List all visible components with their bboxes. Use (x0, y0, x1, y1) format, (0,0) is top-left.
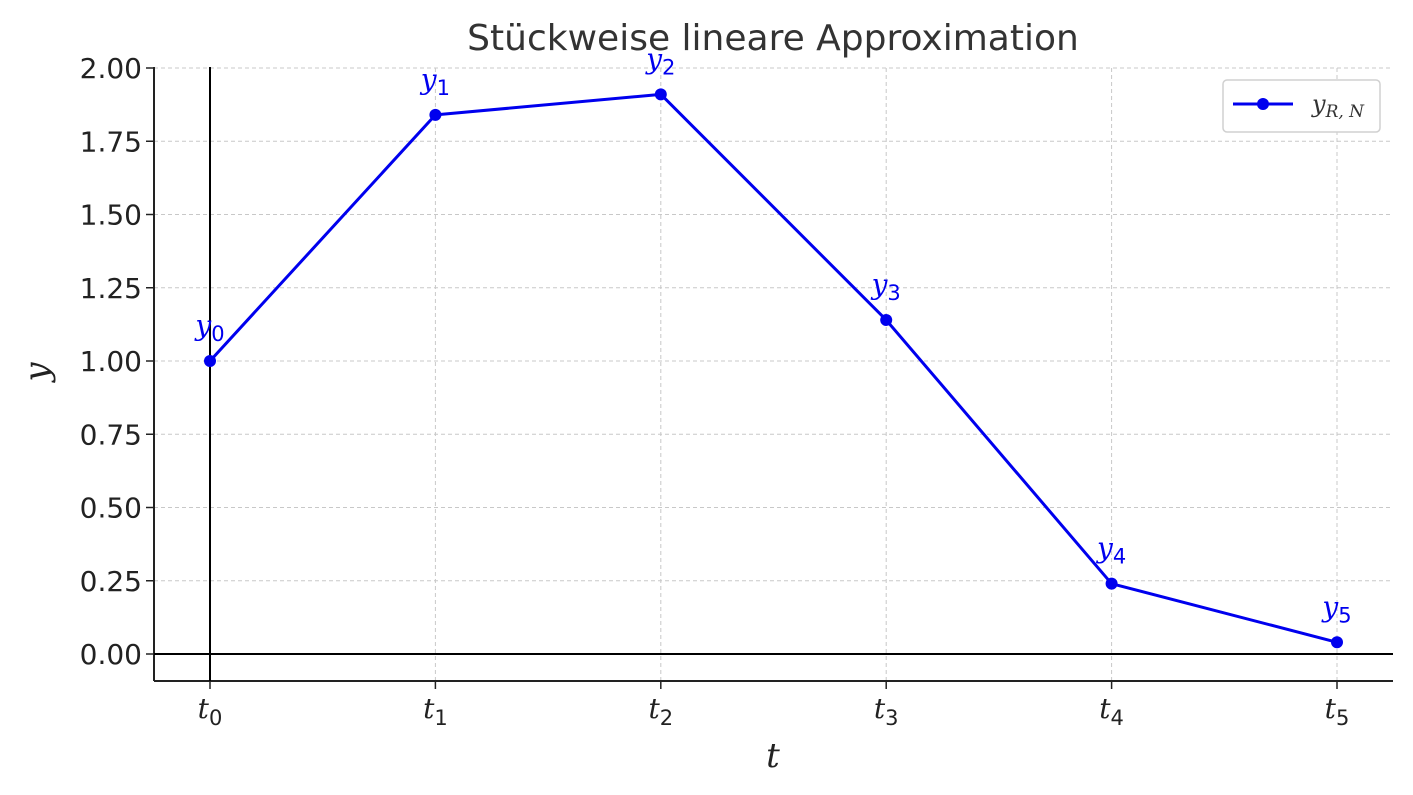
point-label: y1 (419, 63, 450, 100)
data-point (1331, 636, 1343, 649)
point-label-sub: 4 (1113, 545, 1126, 569)
x-tick-label-sub: 2 (660, 706, 673, 730)
y-tick-label: 0.75 (80, 418, 142, 451)
grid (154, 67, 1393, 681)
y-axis-label: y (17, 362, 57, 384)
x-tick-label-base: t (198, 692, 210, 725)
legend-marker (1257, 98, 1269, 110)
data-point (880, 313, 893, 326)
point-label-base: y (644, 42, 663, 75)
series-layer (204, 88, 1343, 649)
x-tick-label-sub: 5 (1336, 706, 1349, 730)
x-tick-label-base: t (648, 692, 660, 725)
point-label-sub: 5 (1338, 603, 1351, 627)
point-label: y3 (870, 268, 901, 305)
point-label-base: y (1095, 532, 1114, 565)
point-label-base: y (1320, 590, 1339, 623)
y-tick-label: 1.00 (80, 345, 142, 378)
data-point (429, 108, 442, 121)
x-tick-label-sub: 0 (209, 706, 222, 730)
legend-label-sub: R, N (1325, 102, 1366, 122)
point-label-sub: 1 (437, 76, 450, 100)
x-tick-label: t4 (1099, 692, 1124, 730)
data-point (654, 88, 667, 101)
series-line (208, 92, 1338, 644)
data-point (1105, 577, 1118, 590)
x-tick-label: t1 (423, 692, 448, 730)
y-tick-label: 0.50 (80, 492, 142, 525)
legend-label-base: y (1311, 90, 1326, 118)
x-tick-label: t2 (648, 692, 673, 730)
y-tick-label: 1.75 (80, 125, 142, 158)
x-tick-label-base: t (874, 692, 886, 725)
point-label-sub: 0 (211, 322, 224, 346)
point-label-base: y (193, 309, 212, 342)
x-tick-label: t3 (874, 692, 899, 730)
x-tick-label-base: t (1325, 692, 1337, 725)
data-point (204, 355, 216, 367)
legend-label: yR, N (1311, 90, 1365, 122)
y-tick-label: 1.50 (80, 199, 142, 232)
legend: yR, N (1222, 79, 1381, 133)
legend-box (1222, 79, 1381, 133)
x-tick-label-sub: 1 (434, 706, 447, 730)
y-tick-label: 2.00 (80, 52, 142, 85)
y-tick-label: 0.25 (80, 565, 142, 598)
x-tick-label: t0 (198, 692, 223, 730)
x-axis-label: t (766, 736, 780, 776)
point-label: y4 (1095, 532, 1126, 569)
x-tick-label-base: t (1099, 692, 1111, 725)
point-label-base: y (870, 268, 889, 301)
axes: t0 t1 t2 t3 t4 t50.000.250.500.751.001.251.50… (80, 52, 1393, 730)
x-tick-label-sub: 3 (885, 706, 898, 730)
chart-title: Stückweise lineare Approximation (467, 18, 1079, 59)
x-tick-label: t5 (1325, 692, 1350, 730)
point-label: y0 (193, 309, 224, 346)
point-label-sub: 2 (662, 55, 675, 79)
y-tick-label: 0.00 (80, 638, 142, 671)
point-label: y5 (1320, 590, 1351, 627)
point-label-base: y (419, 63, 438, 96)
point-label-sub: 3 (887, 281, 900, 305)
point-label: y2 (644, 42, 675, 79)
x-tick-label-base: t (423, 692, 435, 725)
y-tick-label: 1.25 (80, 272, 142, 305)
x-tick-label-sub: 4 (1111, 706, 1124, 730)
